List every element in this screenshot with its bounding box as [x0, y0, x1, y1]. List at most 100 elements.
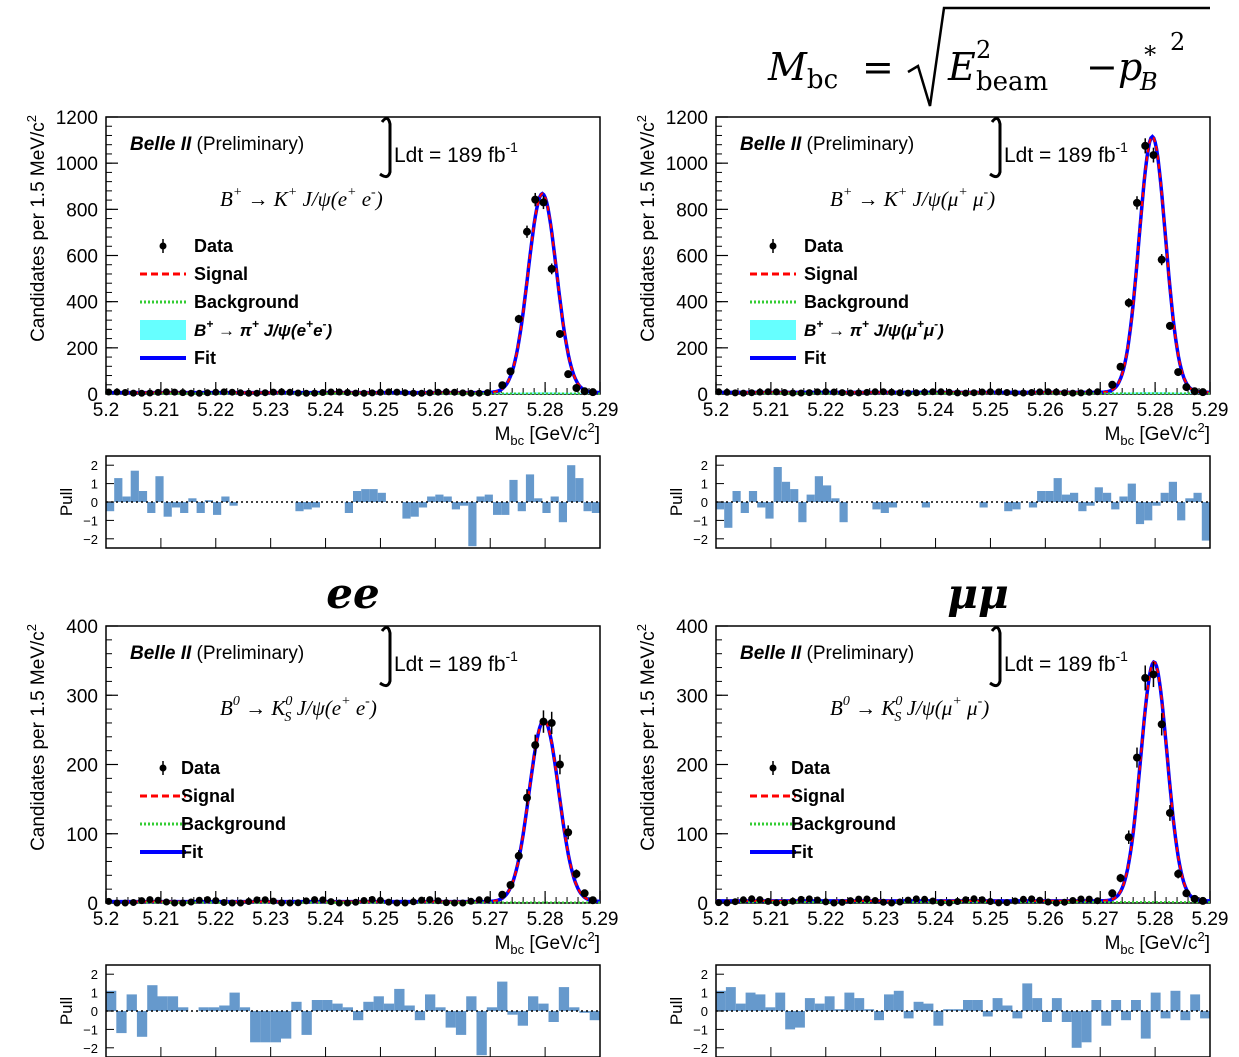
legend-fit-label: Fit: [804, 348, 826, 368]
x-axis-label-unit: [GeV/c: [524, 424, 587, 445]
peaking-background-area: [490, 392, 600, 394]
data-point: [1124, 298, 1133, 307]
x-tick-label: 5.26: [417, 909, 454, 930]
data-point: [418, 896, 426, 904]
x-axis-label-sub: bc: [510, 942, 524, 957]
x-tick-label: 5.26: [1027, 909, 1064, 930]
data-point: [434, 897, 442, 905]
decay-b-sup: 0: [843, 694, 850, 709]
data-point: [187, 898, 195, 906]
pull-tick-label: 2: [91, 458, 98, 473]
legend-signal-label: Signal: [804, 264, 858, 284]
data-point: [748, 389, 756, 397]
data-point: [467, 897, 475, 905]
formula-lhs: M: [767, 45, 808, 89]
belle-ii-text: Belle II: [130, 643, 192, 664]
chart-panel-1: 0 200 400 600 800 1000 1200 5.2 5.21 5.22 5.23 5.24…: [24, 108, 618, 549]
data-point: [1077, 895, 1085, 903]
data-point: [522, 793, 531, 802]
x-axis-label-m: M: [495, 933, 511, 954]
luminosity-label: Ldt = 189 fb-1: [394, 648, 518, 676]
data-point: [764, 897, 772, 905]
x-tick-label: 5.29: [1192, 400, 1229, 421]
pull-bar: [443, 496, 452, 502]
x-tick-label: 5.21: [752, 400, 789, 421]
data-point: [814, 896, 821, 904]
pull-bar: [1103, 492, 1112, 502]
pull-bar: [542, 502, 551, 513]
pull-bar: [953, 1009, 963, 1011]
data-point: [245, 389, 253, 397]
data-point: [1116, 874, 1125, 883]
y-axis-label: Candidates per 1.5 MeV/c2: [24, 115, 49, 342]
data-point: [1036, 896, 1044, 904]
data-point: [1198, 896, 1207, 905]
data-point: [286, 899, 294, 907]
data-point: [723, 899, 731, 907]
data-point: [1141, 673, 1150, 682]
data-point: [138, 389, 146, 397]
pull-bar: [1032, 998, 1043, 1011]
pull-bar: [1160, 492, 1169, 502]
pull-bar: [311, 502, 320, 508]
x-tick-label: 5.27: [1082, 400, 1119, 421]
y-tick-label: 0: [87, 385, 98, 406]
luminosity-text: Ldt = 189 fb: [1004, 653, 1116, 676]
decay-k-sup: 0: [895, 694, 902, 709]
x-axis-label-unit: [GeV/c: [1134, 933, 1197, 954]
decay-jpsi: J/ψ(e: [297, 187, 347, 211]
pull-bar: [824, 996, 835, 1011]
data-point: [1108, 380, 1117, 389]
integral-sign: [989, 626, 1002, 688]
data-point: [344, 899, 351, 907]
pull-bar: [1037, 491, 1046, 502]
data-point: [302, 389, 310, 397]
decay-k-sup: 0: [285, 694, 292, 709]
data-point: [1132, 198, 1141, 207]
formula-p-sub: B: [1139, 68, 1158, 96]
data-point: [830, 899, 838, 907]
pull-bar: [291, 1001, 302, 1011]
decay-l2: μ: [968, 187, 984, 211]
data-point: [723, 388, 731, 396]
data-point: [772, 388, 780, 396]
data-point: [522, 227, 531, 236]
data-point: [286, 388, 294, 396]
data-point: [822, 388, 830, 396]
legend-peaking-l1-sup: +: [917, 317, 924, 331]
pull-bar: [171, 502, 181, 508]
x-tick-label: 5.28: [1137, 909, 1174, 930]
x-tick-label: 5.28: [1137, 400, 1174, 421]
data-point: [715, 388, 723, 396]
y-tick-label: 200: [66, 339, 98, 360]
legend-peaking-l1-sup: +: [306, 317, 313, 331]
pull-bar: [435, 494, 444, 502]
x-axis-label-end: ]: [1205, 424, 1210, 445]
decay-jpsi: J/ψ(e: [291, 696, 341, 720]
pull-bar: [589, 1011, 600, 1021]
legend-background-label: Background: [791, 814, 896, 834]
data-point: [929, 897, 937, 905]
x-tick-label: 5.23: [252, 909, 289, 930]
data-point: [962, 389, 970, 397]
data-point: [426, 896, 434, 904]
y-tick-label: 100: [676, 825, 708, 846]
data-point: [904, 389, 912, 397]
x-tick-label: 5.21: [752, 909, 789, 930]
pull-bar: [1150, 992, 1161, 1011]
luminosity-label: Ldt = 189 fb-1: [394, 139, 518, 167]
pull-bar: [1201, 502, 1210, 541]
data-point: [459, 899, 467, 907]
y-tick-label: 0: [697, 385, 708, 406]
signal-curve: [106, 718, 601, 903]
legend-peaking-b: B: [194, 321, 206, 340]
pull-bar: [893, 990, 904, 1011]
pull-bar: [943, 1009, 954, 1011]
pull-bar: [198, 1007, 209, 1011]
pull-bar: [534, 498, 543, 502]
x-tick-label: 5.25: [362, 909, 399, 930]
x-tick-label: 5.25: [362, 400, 399, 421]
pull-bar: [579, 1011, 590, 1013]
data-point: [731, 898, 739, 906]
